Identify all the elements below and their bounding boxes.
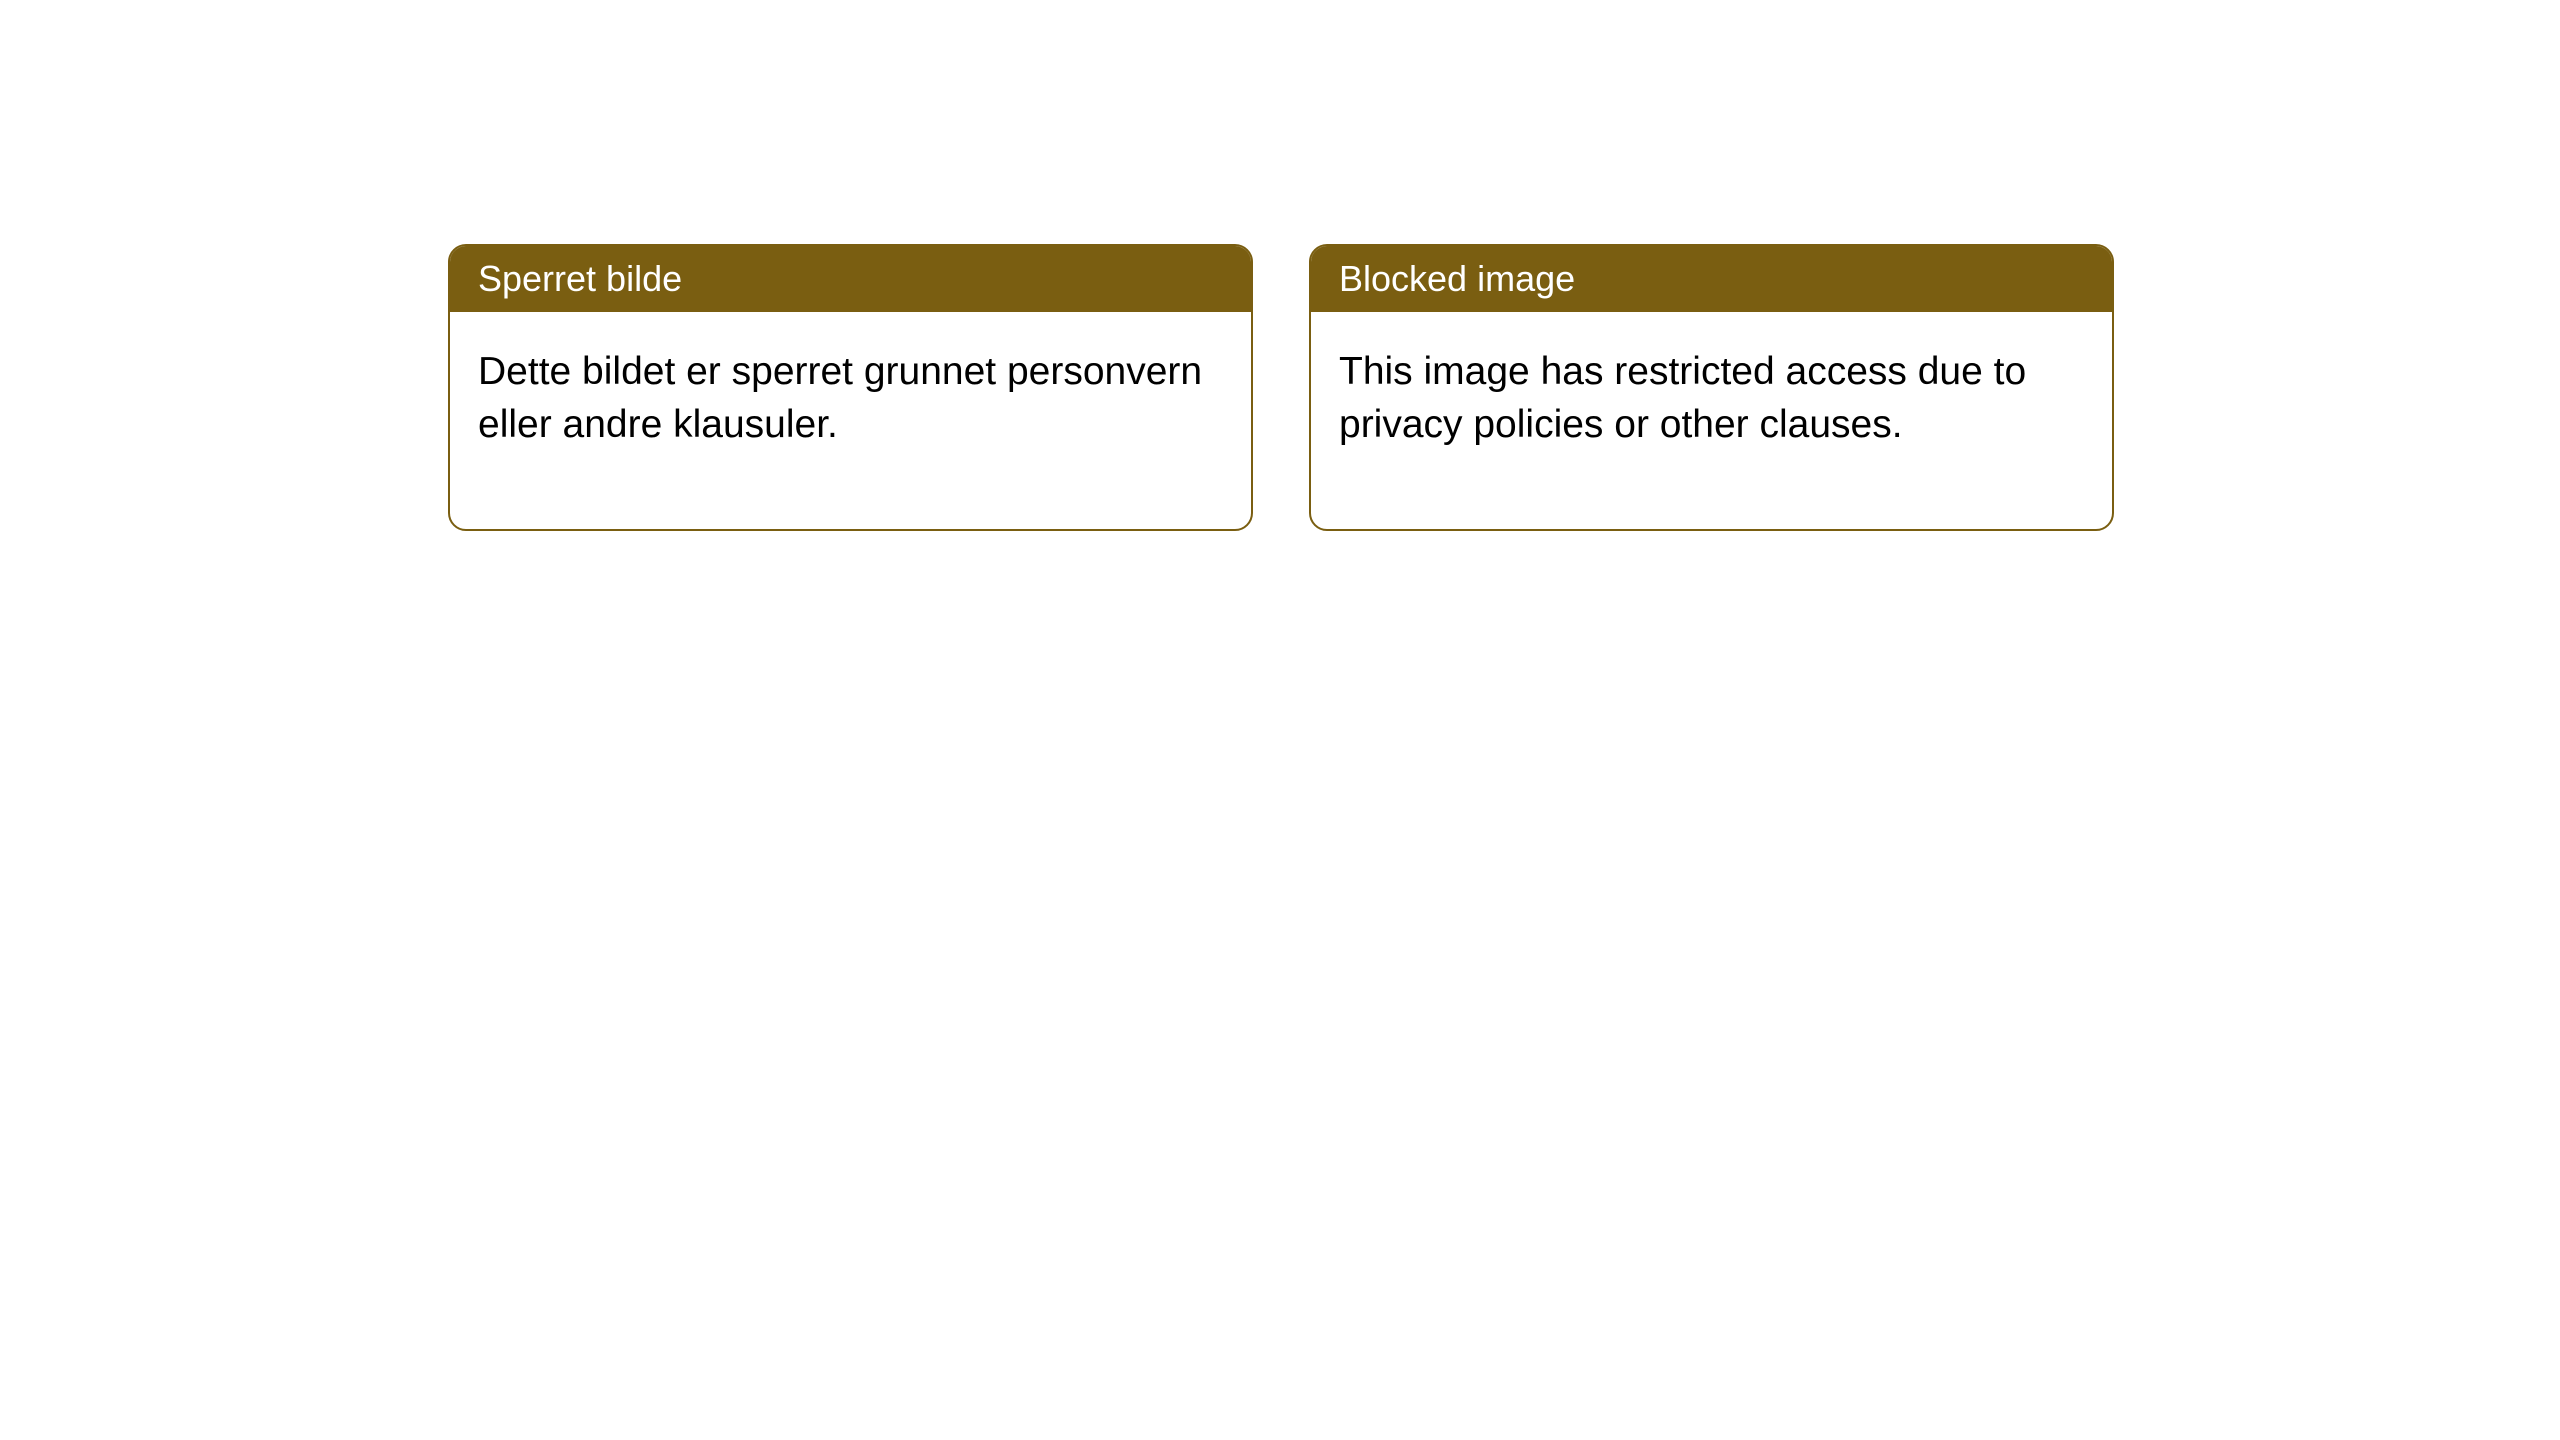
notice-card-english: Blocked image This image has restricted … (1309, 244, 2114, 531)
notice-title-norwegian: Sperret bilde (450, 246, 1251, 312)
notice-card-norwegian: Sperret bilde Dette bildet er sperret gr… (448, 244, 1253, 531)
notice-body-norwegian: Dette bildet er sperret grunnet personve… (450, 312, 1251, 529)
notice-title-english: Blocked image (1311, 246, 2112, 312)
notice-body-english: This image has restricted access due to … (1311, 312, 2112, 529)
blocked-image-notices: Sperret bilde Dette bildet er sperret gr… (448, 244, 2114, 531)
